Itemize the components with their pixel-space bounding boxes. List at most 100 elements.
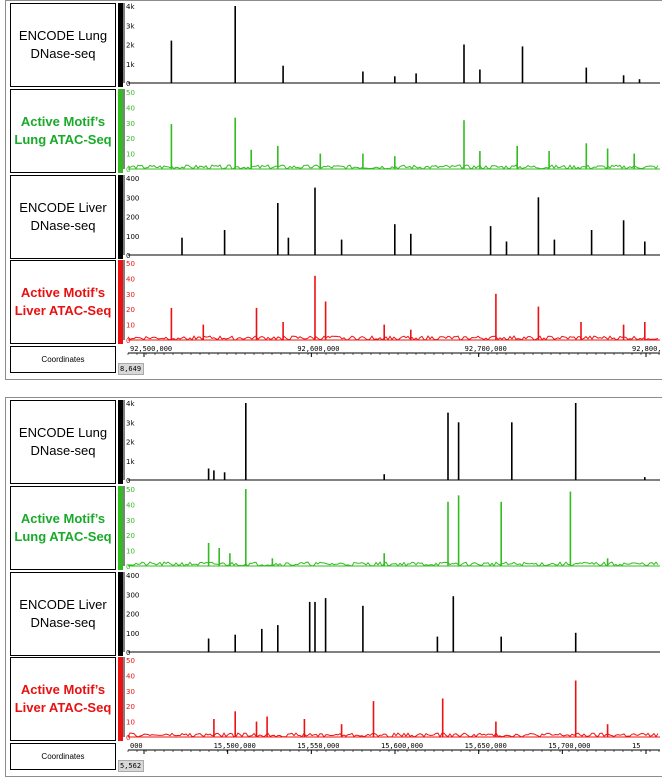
y-tick-label: 300	[126, 194, 139, 202]
label-line: Active Motif’s	[20, 511, 106, 526]
label-coordinates: Coordinates	[10, 346, 116, 373]
signal-peak	[234, 6, 236, 83]
signal-peak	[324, 598, 327, 652]
y-tick-label: 2k	[126, 439, 135, 447]
signal-peak	[463, 44, 465, 83]
signal-peak	[383, 553, 385, 566]
y-tick-label: 10	[126, 548, 135, 556]
y-tick-label: 300	[126, 591, 139, 599]
label-line: Lung ATAC-Seq	[14, 132, 112, 147]
signal-peak	[585, 143, 588, 169]
signal-peak	[644, 477, 646, 480]
signal-peak	[362, 153, 364, 169]
signal-peak	[537, 197, 540, 256]
signal-peak	[479, 151, 481, 169]
y-tick-label: 0	[126, 477, 130, 485]
y-tick-label: 3k	[126, 419, 135, 427]
signal-peak	[207, 468, 210, 480]
y-tick-label: 4k	[126, 3, 135, 11]
signal-peak	[505, 241, 508, 255]
signal-peak	[511, 422, 513, 481]
signal-peak	[569, 491, 572, 566]
signal-peak	[580, 322, 582, 340]
y-tick-label: 100	[126, 630, 139, 638]
signal-peak	[223, 472, 226, 480]
label-line: Liver ATAC-Seq	[14, 700, 112, 715]
signal-peak	[234, 117, 236, 169]
y-tick-label: 200	[126, 214, 139, 222]
track-color-bar	[118, 400, 123, 484]
track-color-bar	[118, 486, 123, 570]
label-line: DNase-seq	[30, 218, 96, 233]
signal-peak	[218, 548, 220, 566]
signal-peak	[495, 293, 497, 340]
signal-peak	[170, 40, 173, 83]
signal-peak	[495, 721, 497, 737]
track-area: 4k3k2k1k05040302010040030020010005040302…	[118, 400, 660, 754]
label-line: Liver ATAC-Seq	[14, 303, 112, 318]
signal-peak	[447, 412, 449, 480]
y-tick-label: 0	[126, 563, 130, 571]
signal-peak	[340, 239, 343, 255]
signal-peak	[255, 721, 258, 737]
y-tick-label: 10	[126, 719, 135, 727]
signal-peak	[489, 226, 492, 255]
y-tick-label: 10	[126, 151, 135, 159]
signal-peak	[394, 224, 396, 255]
signal-peak	[308, 601, 311, 652]
y-tick-label: 50	[126, 260, 135, 268]
signal-peak	[383, 324, 385, 340]
y-tick-label: 40	[126, 104, 135, 112]
y-tick-label: 0	[126, 252, 130, 260]
label-line: ENCODE Liver	[19, 200, 107, 215]
y-tick-label: 40	[126, 275, 135, 283]
signal-peak	[574, 680, 577, 737]
label-liver-atac: Active Motif’s Liver ATAC-Seq	[10, 260, 116, 344]
signal-peak	[207, 542, 210, 566]
label-line: ENCODE Lung	[18, 425, 108, 440]
x-tick-label: 92,700,000	[465, 345, 507, 353]
label-line: ENCODE Lung	[18, 28, 108, 43]
signal-peak	[314, 275, 316, 340]
signal-peak	[644, 322, 646, 340]
y-tick-label: 30	[126, 120, 135, 128]
label-line: Active Motif’s	[20, 285, 106, 300]
signal-peak	[394, 76, 396, 83]
y-tick-label: 30	[126, 291, 135, 299]
y-tick-label: 50	[126, 89, 135, 97]
signal-noise	[127, 164, 659, 170]
track-color-bar	[118, 3, 123, 87]
signal-peak	[229, 553, 231, 566]
y-tick-label: 20	[126, 703, 135, 711]
signal-peak	[633, 153, 635, 169]
x-tick-label: 15,500,000	[214, 742, 256, 750]
signal-peak	[585, 67, 588, 83]
signal-peak	[537, 306, 540, 340]
signal-peak	[622, 220, 625, 255]
label-liver-dnase: ENCODE Liver DNase-seq	[10, 175, 116, 259]
x-tick-label: 15,550,000	[297, 742, 339, 750]
signal-peak	[457, 495, 460, 566]
signal-peak	[266, 716, 268, 737]
signal-peak	[314, 187, 316, 255]
signal-noise	[127, 561, 659, 567]
track-color-bar	[118, 89, 123, 173]
signal-peak	[521, 46, 524, 83]
signal-peak	[590, 230, 593, 255]
y-tick-label: 0	[126, 166, 130, 174]
signal-noise	[127, 335, 659, 341]
signal-peak	[234, 634, 236, 652]
signal-peak	[277, 203, 279, 255]
y-tick-label: 40	[126, 672, 135, 680]
label-line: Active Motif’s	[20, 114, 106, 129]
genome-browser-panel-bottom: ENCODE Lung DNase-seq Active Motif’s Lung …	[5, 397, 662, 777]
x-tick-label: 15,650,000	[465, 742, 507, 750]
signal-peak	[644, 241, 646, 255]
track-color-bar	[118, 175, 123, 259]
signal-peak	[255, 307, 258, 340]
x-tick-label: 15	[632, 742, 640, 750]
signal-peak	[638, 79, 641, 84]
y-tick-label: 100	[126, 233, 139, 241]
signal-peak	[282, 65, 284, 83]
y-tick-label: 400	[126, 572, 139, 580]
